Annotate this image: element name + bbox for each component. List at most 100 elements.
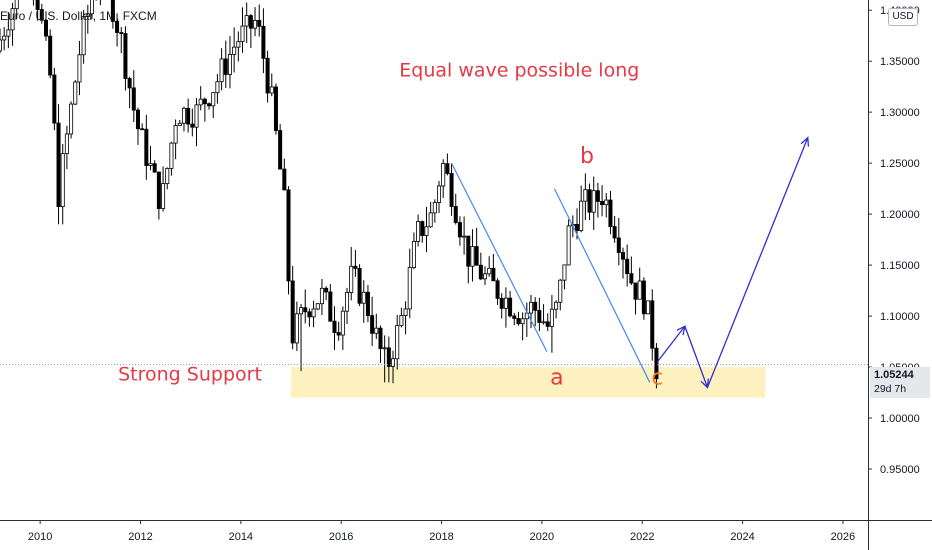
candle bbox=[391, 358, 396, 367]
candle bbox=[545, 321, 550, 327]
candle bbox=[52, 74, 57, 124]
wave-lines-layer bbox=[0, 136, 868, 389]
candle bbox=[265, 57, 270, 94]
candle bbox=[223, 58, 228, 75]
candle bbox=[453, 206, 458, 223]
candle bbox=[378, 327, 383, 349]
candle bbox=[583, 189, 588, 202]
trend-line bbox=[553, 188, 651, 383]
candle bbox=[403, 308, 408, 316]
candle bbox=[470, 246, 475, 267]
projection-segment bbox=[656, 325, 686, 363]
candle bbox=[315, 303, 320, 310]
x-tick-label: 2024 bbox=[730, 531, 754, 543]
candle bbox=[457, 222, 462, 238]
candle bbox=[324, 287, 329, 293]
x-tick-label: 2022 bbox=[630, 531, 654, 543]
candle bbox=[529, 301, 534, 314]
currency-badge[interactable]: USD bbox=[888, 8, 918, 26]
candle bbox=[549, 308, 554, 327]
candle bbox=[462, 235, 467, 238]
candle bbox=[190, 123, 195, 128]
candle bbox=[215, 81, 220, 94]
candle bbox=[503, 297, 508, 309]
candle bbox=[257, 20, 262, 27]
x-tick-label: 2020 bbox=[530, 531, 554, 543]
candles-layer bbox=[0, 0, 659, 389]
candle bbox=[512, 315, 517, 319]
candle bbox=[261, 25, 266, 59]
candle bbox=[633, 282, 638, 300]
last-price-value: 1.05244 bbox=[874, 369, 914, 381]
candle bbox=[558, 279, 563, 303]
candle bbox=[60, 153, 65, 207]
x-tick-label: 2010 bbox=[28, 531, 52, 543]
candle bbox=[219, 58, 224, 83]
candle bbox=[165, 168, 170, 185]
candle bbox=[432, 202, 437, 214]
candle bbox=[478, 264, 483, 280]
candle bbox=[345, 292, 350, 312]
candle bbox=[420, 221, 425, 236]
candle bbox=[169, 142, 174, 169]
candle bbox=[449, 173, 454, 207]
candle bbox=[654, 347, 659, 380]
candle bbox=[273, 86, 278, 131]
price-axis-bg bbox=[868, 0, 932, 550]
candle bbox=[144, 128, 149, 166]
candle bbox=[474, 246, 479, 266]
candle bbox=[148, 163, 153, 166]
candle bbox=[629, 273, 634, 284]
candle bbox=[81, 16, 86, 56]
candle bbox=[119, 32, 124, 34]
candle bbox=[48, 35, 53, 76]
candle bbox=[198, 98, 203, 106]
projection-arrowhead bbox=[800, 136, 810, 147]
candle bbox=[131, 87, 136, 111]
y-tick-label: 1.35000 bbox=[880, 56, 920, 68]
candle bbox=[370, 315, 375, 334]
candle bbox=[646, 300, 651, 315]
candle bbox=[616, 237, 621, 253]
candle bbox=[56, 122, 61, 207]
candle bbox=[637, 280, 642, 300]
projection-segment bbox=[706, 137, 809, 388]
candle bbox=[135, 109, 140, 130]
candle bbox=[110, 0, 115, 22]
candle bbox=[115, 20, 120, 33]
candle bbox=[541, 321, 546, 324]
x-tick-label: 2012 bbox=[128, 531, 152, 543]
candle bbox=[441, 163, 446, 187]
candle bbox=[294, 313, 299, 344]
candle bbox=[35, 0, 40, 10]
candle bbox=[152, 163, 157, 173]
y-tick-label: 1.20000 bbox=[880, 209, 920, 221]
candle bbox=[382, 347, 387, 350]
candle bbox=[374, 327, 379, 334]
symbol-title[interactable]: Euro / U.S. Dollar, 1M, FXCM bbox=[0, 9, 157, 23]
bar-countdown: 29d 7h bbox=[874, 383, 907, 395]
candle bbox=[537, 309, 542, 323]
candle bbox=[508, 297, 513, 317]
candle bbox=[520, 318, 525, 325]
candle bbox=[77, 54, 82, 83]
candle bbox=[516, 318, 521, 325]
candle bbox=[311, 308, 316, 318]
candle bbox=[181, 107, 186, 124]
candle bbox=[416, 221, 421, 242]
candle bbox=[278, 130, 283, 170]
candle bbox=[227, 54, 232, 75]
time-axis-bg bbox=[0, 520, 932, 550]
candle bbox=[282, 168, 287, 191]
x-tick-label: 2014 bbox=[229, 531, 253, 543]
candle bbox=[290, 280, 295, 344]
candle bbox=[236, 41, 241, 48]
x-tick-label: 2026 bbox=[831, 531, 855, 543]
annotations-layer: Equal wave possible long b a c Strong Suppor… bbox=[118, 59, 663, 390]
candle bbox=[411, 241, 416, 268]
candle bbox=[340, 310, 345, 336]
support-zone-layer bbox=[291, 367, 766, 398]
candle bbox=[533, 301, 538, 311]
candle bbox=[579, 200, 584, 231]
